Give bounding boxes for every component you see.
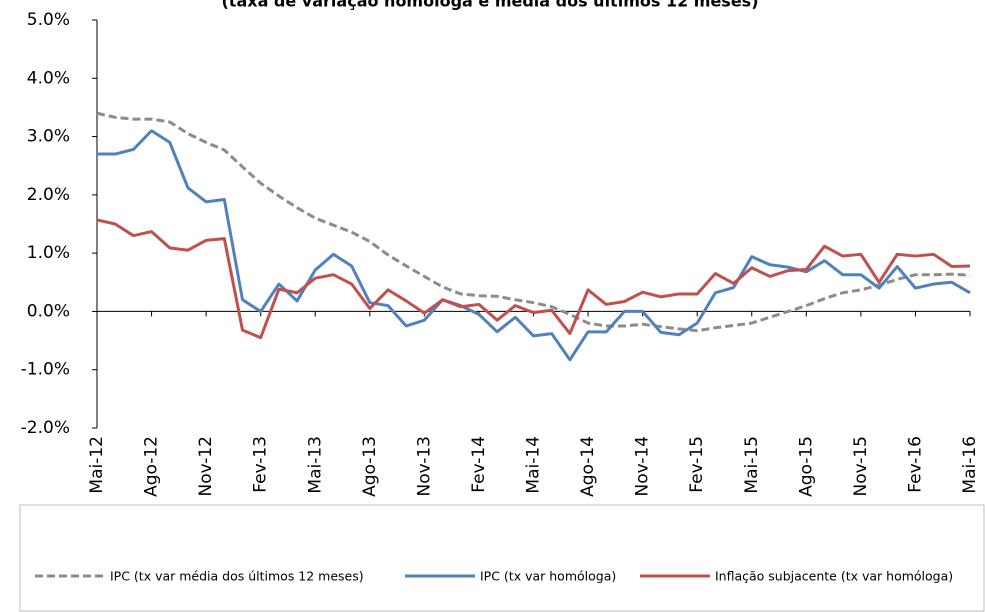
x-tick-label: Mai-13 [305,436,325,494]
chart-title: (taxa de variação homóloga e média dos ú… [221,0,758,11]
x-tick-label: Nov-12 [196,436,216,497]
x-tick-label: Nov-13 [414,436,434,497]
y-tick-label: 4.0% [27,68,70,88]
legend-label: IPC (tx var média dos últimos 12 meses) [110,569,364,584]
series-line [96,111,971,333]
legend-box [19,504,985,612]
y-tick-label: -1.0% [21,360,70,380]
x-tick-label: Mai-12 [87,436,107,494]
legend-label: IPC (tx var homóloga) [480,569,616,584]
x-tick-label: Fev-16 [905,436,925,493]
y-tick-label: 5.0% [27,10,70,30]
series-line [96,218,971,340]
x-tick-label: Ago-13 [360,436,380,497]
x-tick-label: Fev-15 [687,436,707,493]
x-tick-label: Nov-15 [851,436,871,497]
x-tick-label: Mai-15 [742,436,762,494]
x-tick-label: Fev-14 [469,436,489,493]
x-tick-label: Ago-15 [796,436,816,497]
x-tick-label: Ago-12 [142,436,162,497]
y-tick-label: 2.0% [27,185,70,205]
x-tick-label: Mai-14 [524,436,544,494]
legend-label: Inflação subjacente (tx var homóloga) [715,569,953,584]
x-tick-label: Mai-16 [960,436,980,494]
y-tick-label: -2.0% [21,418,70,438]
x-tick-label: Nov-14 [633,436,653,497]
x-tick-label: Fev-13 [251,436,271,493]
y-tick-label: 1.0% [27,243,70,263]
series-line [97,129,971,362]
y-tick-label: 0.0% [27,301,70,321]
x-tick-label: Ago-14 [578,436,598,497]
y-tick-label: 3.0% [27,127,70,147]
